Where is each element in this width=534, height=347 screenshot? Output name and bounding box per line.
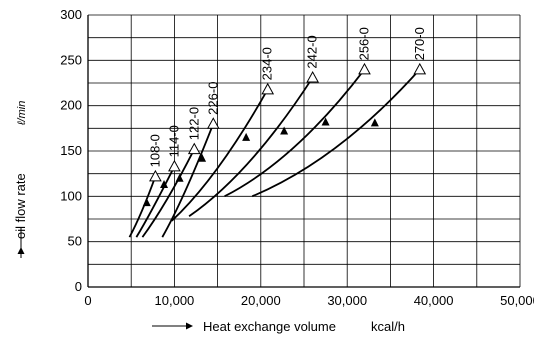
marker-open-114-0 [168, 159, 181, 172]
marker-filled-234-0 [242, 132, 251, 141]
markers [142, 62, 427, 207]
x-tick-label: 30,000 [327, 293, 367, 308]
marker-open-108-0 [149, 169, 162, 182]
curve-270-0 [251, 68, 421, 198]
series-label-122-0: 122-0 [186, 107, 201, 140]
marker-filled-256-0 [321, 117, 330, 126]
grid [88, 15, 520, 287]
y-tick-label: 50 [68, 234, 82, 249]
curves [128, 68, 421, 238]
marker-open-234-0 [261, 82, 275, 95]
y-tick-label: 150 [60, 143, 82, 158]
x-tick-label: 0 [84, 293, 91, 308]
marker-filled-114-0 [160, 180, 169, 189]
marker-open-226-0 [206, 117, 220, 129]
x-tick-label: 40,000 [414, 293, 454, 308]
y-axis-title-group: oil flow rate ℓ/min [13, 101, 28, 258]
marker-filled-270-0 [370, 118, 379, 127]
y-tick-label: 0 [75, 279, 82, 294]
x-tick-label: 20,000 [241, 293, 281, 308]
curve-242-0 [188, 77, 314, 218]
marker-open-122-0 [187, 142, 201, 155]
series-label-242-0: 242-0 [305, 35, 320, 68]
series-label-108-0: 108-0 [147, 134, 162, 167]
x-axis-arrow-head [186, 322, 193, 330]
x-tick-label: 10,000 [155, 293, 195, 308]
y-tick-label: 250 [60, 52, 82, 67]
marker-filled-226-0 [198, 153, 207, 162]
series-label-234-0: 234-0 [260, 47, 275, 80]
y-axis-label: oil flow rate [13, 173, 28, 239]
curve-122-0 [141, 148, 196, 238]
y-axis-unit: ℓ/min [16, 101, 28, 126]
tick-labels: 0 50 100 150 200 250 300 0 10,000 20,000 30,000 40,… [60, 7, 534, 308]
curve-226-0 [161, 123, 215, 238]
series-label-256-0: 256-0 [356, 27, 371, 60]
x-tick-label: 50,000 [500, 293, 534, 308]
curve-234-0 [171, 88, 269, 222]
marker-filled-108-0 [142, 198, 151, 207]
y-axis-arrow-head [17, 247, 25, 254]
marker-open-270-0 [413, 62, 427, 75]
curve-108-0 [128, 176, 157, 238]
curve-256-0 [224, 68, 366, 198]
marker-open-256-0 [358, 62, 371, 75]
series-label-226-0: 226-0 [205, 82, 220, 115]
curve-114-0 [135, 166, 176, 238]
marker-filled-122-0 [175, 173, 184, 182]
x-axis-title-group: Heat exchange volume kcal/h [152, 319, 405, 334]
series-label-114-0: 114-0 [166, 125, 181, 157]
y-tick-label: 200 [60, 98, 82, 113]
x-axis-unit: kcal/h [371, 319, 405, 334]
series-labels: 108-0 114-0 122-0 226-0 234-0 242-0 256-0 270-0 [147, 27, 426, 167]
marker-filled-242-0 [280, 126, 289, 135]
marker-open-242-0 [306, 71, 319, 83]
x-axis-label: Heat exchange volume [203, 319, 336, 334]
y-tick-label: 300 [60, 7, 82, 22]
axes [87, 14, 521, 288]
y-tick-label: 100 [60, 188, 82, 203]
series-label-270-0: 270-0 [412, 27, 427, 60]
